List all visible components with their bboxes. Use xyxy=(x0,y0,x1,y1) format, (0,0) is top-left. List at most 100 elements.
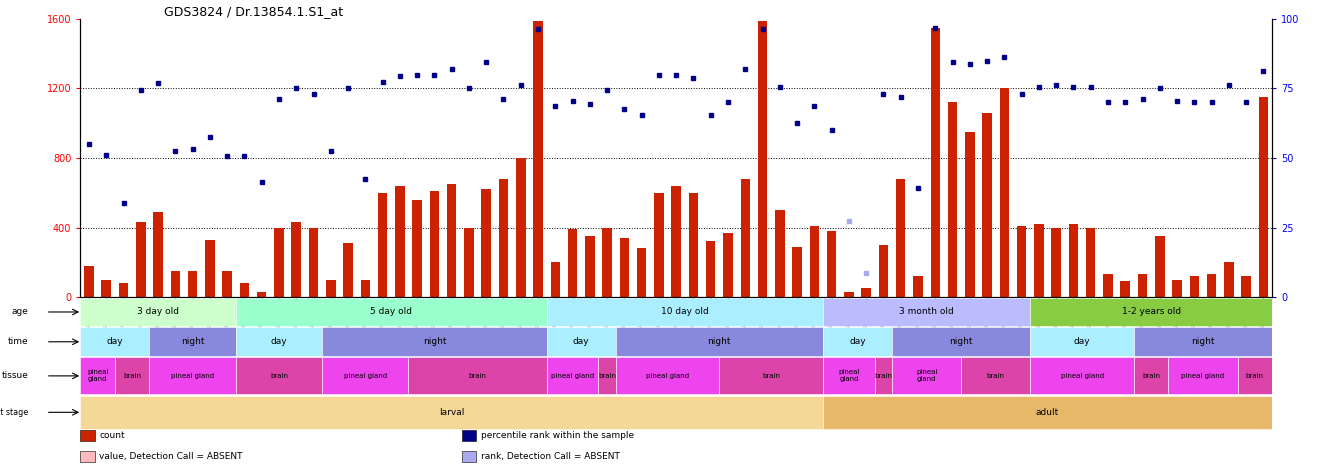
FancyBboxPatch shape xyxy=(1030,298,1272,326)
Bar xyxy=(325,280,336,297)
Bar xyxy=(861,288,870,297)
Bar xyxy=(878,245,888,297)
Text: brain: brain xyxy=(270,373,288,379)
Bar xyxy=(828,231,837,297)
Bar xyxy=(655,193,664,297)
FancyBboxPatch shape xyxy=(1134,357,1169,394)
FancyBboxPatch shape xyxy=(892,328,1030,356)
Text: larval: larval xyxy=(439,408,465,417)
Text: rank, Detection Call = ABSENT: rank, Detection Call = ABSENT xyxy=(481,452,620,461)
Bar xyxy=(378,193,387,297)
FancyBboxPatch shape xyxy=(823,298,1030,326)
Text: night: night xyxy=(1192,337,1214,346)
Text: pineal gland: pineal gland xyxy=(171,373,214,379)
FancyBboxPatch shape xyxy=(236,328,323,356)
FancyBboxPatch shape xyxy=(546,328,616,356)
FancyBboxPatch shape xyxy=(80,298,236,326)
Bar xyxy=(603,228,612,297)
FancyBboxPatch shape xyxy=(80,357,115,394)
Bar xyxy=(274,228,284,297)
Bar xyxy=(913,276,923,297)
Text: time: time xyxy=(8,337,28,346)
Bar xyxy=(240,283,249,297)
Text: night: night xyxy=(423,337,446,346)
Bar xyxy=(482,189,491,297)
Bar xyxy=(1259,97,1268,297)
Bar xyxy=(1156,236,1165,297)
Bar xyxy=(1224,262,1233,297)
FancyBboxPatch shape xyxy=(546,357,599,394)
FancyBboxPatch shape xyxy=(823,357,874,394)
Text: day: day xyxy=(849,337,866,346)
Text: GDS3824 / Dr.13854.1.S1_at: GDS3824 / Dr.13854.1.S1_at xyxy=(163,5,343,18)
Bar xyxy=(1051,228,1060,297)
Bar xyxy=(465,228,474,297)
Text: brain: brain xyxy=(874,373,893,379)
Bar xyxy=(1241,276,1251,297)
Bar xyxy=(447,184,457,297)
Bar xyxy=(80,451,95,462)
Text: 10 day old: 10 day old xyxy=(661,308,708,317)
Bar xyxy=(931,27,940,297)
Text: 1-2 years old: 1-2 years old xyxy=(1122,308,1181,317)
Text: adult: adult xyxy=(1036,408,1059,417)
Bar xyxy=(343,243,352,297)
Bar xyxy=(1103,274,1113,297)
Bar xyxy=(516,158,525,297)
Text: pineal gland: pineal gland xyxy=(344,373,387,379)
Text: day: day xyxy=(1074,337,1090,346)
FancyBboxPatch shape xyxy=(719,357,823,394)
Text: brain: brain xyxy=(762,373,781,379)
Text: pineal gland: pineal gland xyxy=(645,373,690,379)
Bar xyxy=(723,233,732,297)
FancyBboxPatch shape xyxy=(616,328,823,356)
Bar xyxy=(671,186,682,297)
Bar xyxy=(550,262,560,297)
Bar xyxy=(137,222,146,297)
Text: 3 month old: 3 month old xyxy=(900,308,953,317)
Text: brain: brain xyxy=(1245,373,1264,379)
Text: brain: brain xyxy=(123,373,141,379)
Bar xyxy=(309,228,319,297)
Text: pineal gland: pineal gland xyxy=(552,373,595,379)
Bar xyxy=(80,429,95,441)
Text: tissue: tissue xyxy=(1,372,28,381)
Text: pineal gland: pineal gland xyxy=(1060,373,1103,379)
Text: day: day xyxy=(573,337,589,346)
Bar xyxy=(948,102,957,297)
Bar xyxy=(205,240,214,297)
FancyBboxPatch shape xyxy=(236,298,546,326)
Bar xyxy=(360,280,370,297)
Bar xyxy=(1034,224,1043,297)
Bar xyxy=(896,179,905,297)
Text: brain: brain xyxy=(469,373,486,379)
Bar xyxy=(810,226,819,297)
Text: percentile rank within the sample: percentile rank within the sample xyxy=(481,430,633,439)
Bar xyxy=(706,241,715,297)
Bar xyxy=(688,193,698,297)
Text: value, Detection Call = ABSENT: value, Detection Call = ABSENT xyxy=(99,452,242,461)
Bar xyxy=(292,222,301,297)
Bar xyxy=(568,229,577,297)
FancyBboxPatch shape xyxy=(115,357,150,394)
Text: development stage: development stage xyxy=(0,408,28,417)
FancyBboxPatch shape xyxy=(961,357,1030,394)
Bar xyxy=(153,212,163,297)
Bar xyxy=(222,271,232,297)
Text: brain: brain xyxy=(987,373,1004,379)
Bar xyxy=(462,451,475,462)
FancyBboxPatch shape xyxy=(616,357,719,394)
Bar xyxy=(187,271,197,297)
Bar xyxy=(462,429,475,441)
FancyBboxPatch shape xyxy=(1030,328,1134,356)
FancyBboxPatch shape xyxy=(1237,357,1272,394)
FancyBboxPatch shape xyxy=(546,298,823,326)
Bar xyxy=(1000,89,1010,297)
Text: brain: brain xyxy=(1142,373,1160,379)
FancyBboxPatch shape xyxy=(874,357,892,394)
Text: 5 day old: 5 day old xyxy=(370,308,412,317)
Bar xyxy=(430,191,439,297)
Bar xyxy=(758,21,767,297)
Text: 3 day old: 3 day old xyxy=(137,308,179,317)
Bar xyxy=(983,113,992,297)
